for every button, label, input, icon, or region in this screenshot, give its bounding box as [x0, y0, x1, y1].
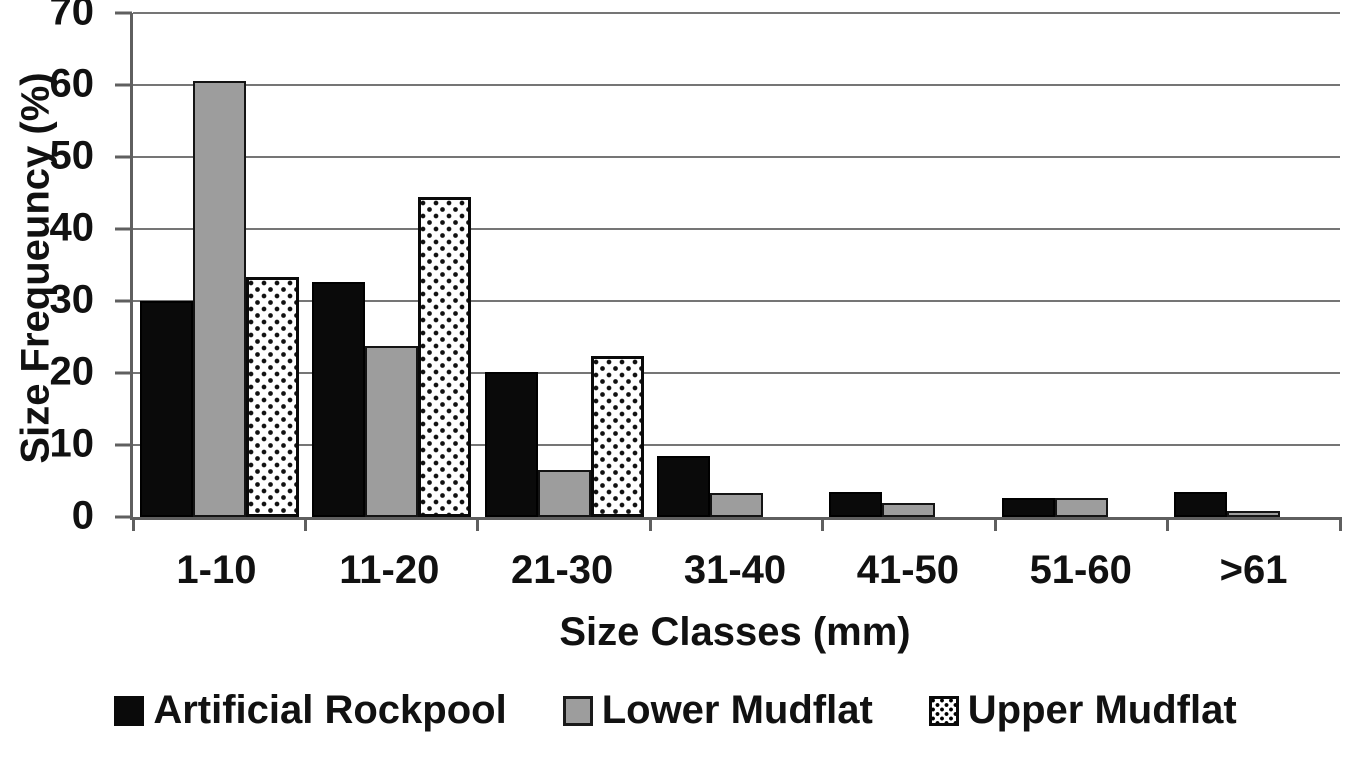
y-tick-label-10: 10 — [49, 421, 95, 466]
gridline-60 — [133, 84, 1340, 86]
legend-swatch-upper-mudflat — [928, 695, 959, 726]
bar-upper-mudflat-1-10 — [245, 276, 299, 517]
x-tick-mark-2 — [476, 517, 480, 531]
x-tick-mark-3 — [648, 517, 652, 531]
gridline-70 — [133, 12, 1340, 14]
x-tick-label-41-50: 41-50 — [856, 548, 960, 592]
x-tick-label-61: >61 — [1219, 548, 1288, 592]
bar-artificial-rockpool-11-20 — [312, 281, 366, 517]
legend-label-lower-mudflat: Lower Mudflat — [601, 688, 873, 732]
y-tick-label-50: 50 — [49, 133, 95, 178]
y-tick-mark-60 — [115, 83, 132, 87]
bar-lower-mudflat-51-60 — [1054, 498, 1108, 517]
bar-upper-mudflat-21-30 — [590, 355, 644, 517]
bar-lower-mudflat-11-20 — [365, 345, 419, 517]
category-group-51-60 — [995, 13, 1167, 517]
y-tick-mark-70 — [115, 11, 132, 15]
gridline-40 — [133, 228, 1340, 231]
legend-swatch-artificial-rockpool — [114, 695, 145, 726]
category-group-1-10 — [133, 13, 305, 517]
legend-swatch-lower-mudflat — [562, 695, 593, 726]
y-tick-label-30: 30 — [49, 277, 95, 322]
x-tick-label-21-30: 21-30 — [510, 548, 614, 592]
category-group-31-40 — [650, 13, 822, 517]
y-tick-label-0: 0 — [71, 493, 94, 538]
bar-lower-mudflat-41-50 — [882, 502, 936, 517]
legend-item-upper-mudflat: Upper Mudflat — [928, 688, 1237, 733]
category-group-41-50 — [823, 13, 995, 517]
y-tick-mark-30 — [115, 299, 132, 303]
legend-item-artificial-rockpool: Artificial Rockpool — [114, 688, 507, 733]
bar-upper-mudflat-11-20 — [418, 197, 472, 517]
y-tick-label-60: 60 — [49, 61, 95, 106]
x-tick-mark-6 — [1166, 517, 1170, 531]
y-tick-label-20: 20 — [49, 349, 95, 394]
x-tick-mark-0 — [131, 517, 135, 531]
y-axis: 0 10 20 30 40 50 60 70 — [0, 0, 132, 535]
x-tick-label-51-60: 51-60 — [1029, 548, 1132, 592]
bar-artificial-rockpool-21-30 — [484, 372, 538, 517]
gridline-30 — [133, 300, 1340, 302]
bar-lower-mudflat-1-10 — [192, 80, 246, 517]
x-tick-mark-4 — [821, 517, 825, 531]
x-tick-label-1-10: 1-10 — [176, 548, 257, 592]
y-tick-mark-0 — [115, 515, 132, 519]
gridline-50 — [133, 156, 1340, 158]
category-group-61 — [1168, 13, 1340, 517]
y-tick-mark-10 — [115, 443, 132, 447]
x-tick-label-11-20: 11-20 — [339, 548, 440, 592]
category-group-21-30 — [478, 13, 650, 517]
x-tick-mark-1 — [303, 517, 307, 531]
legend: Artificial Rockpool Lower Mudflat Upper Mu… — [0, 688, 1351, 733]
bar-artificial-rockpool-1-10 — [139, 301, 193, 517]
bar-artificial-rockpool-61 — [1174, 491, 1228, 517]
y-tick-mark-20 — [115, 371, 132, 375]
category-group-11-20 — [305, 13, 477, 517]
plot-area — [130, 12, 1342, 531]
x-labels: 1-10 11-20 21-30 31-40 41-50 51-60 >61 — [130, 548, 1340, 593]
legend-item-lower-mudflat: Lower Mudflat — [562, 688, 873, 733]
y-tick-label-70: 70 — [49, 0, 95, 34]
bar-lower-mudflat-21-30 — [537, 470, 591, 517]
gridline-20 — [133, 372, 1340, 375]
gridline-10 — [133, 444, 1340, 447]
x-tick-mark-7 — [1338, 517, 1342, 531]
bar-lower-mudflat-31-40 — [709, 492, 763, 517]
gridlines — [133, 12, 1340, 517]
x-tick-mark-5 — [993, 517, 997, 531]
x-axis-title: Size Classes (mm) — [559, 610, 911, 654]
bar-artificial-rockpool-51-60 — [1001, 497, 1055, 517]
bar-artificial-rockpool-41-50 — [829, 491, 883, 517]
y-tick-label-40: 40 — [49, 205, 95, 250]
legend-label-artificial-rockpool: Artificial Rockpool — [153, 688, 507, 732]
bar-artificial-rockpool-31-40 — [656, 455, 710, 517]
bar-lower-mudflat-61 — [1227, 511, 1281, 517]
x-tick-label-31-40: 31-40 — [683, 548, 787, 592]
bars-layer — [133, 13, 1340, 517]
legend-label-upper-mudflat: Upper Mudflat — [967, 688, 1237, 732]
y-tick-mark-50 — [115, 155, 132, 159]
y-tick-mark-40 — [115, 227, 132, 231]
